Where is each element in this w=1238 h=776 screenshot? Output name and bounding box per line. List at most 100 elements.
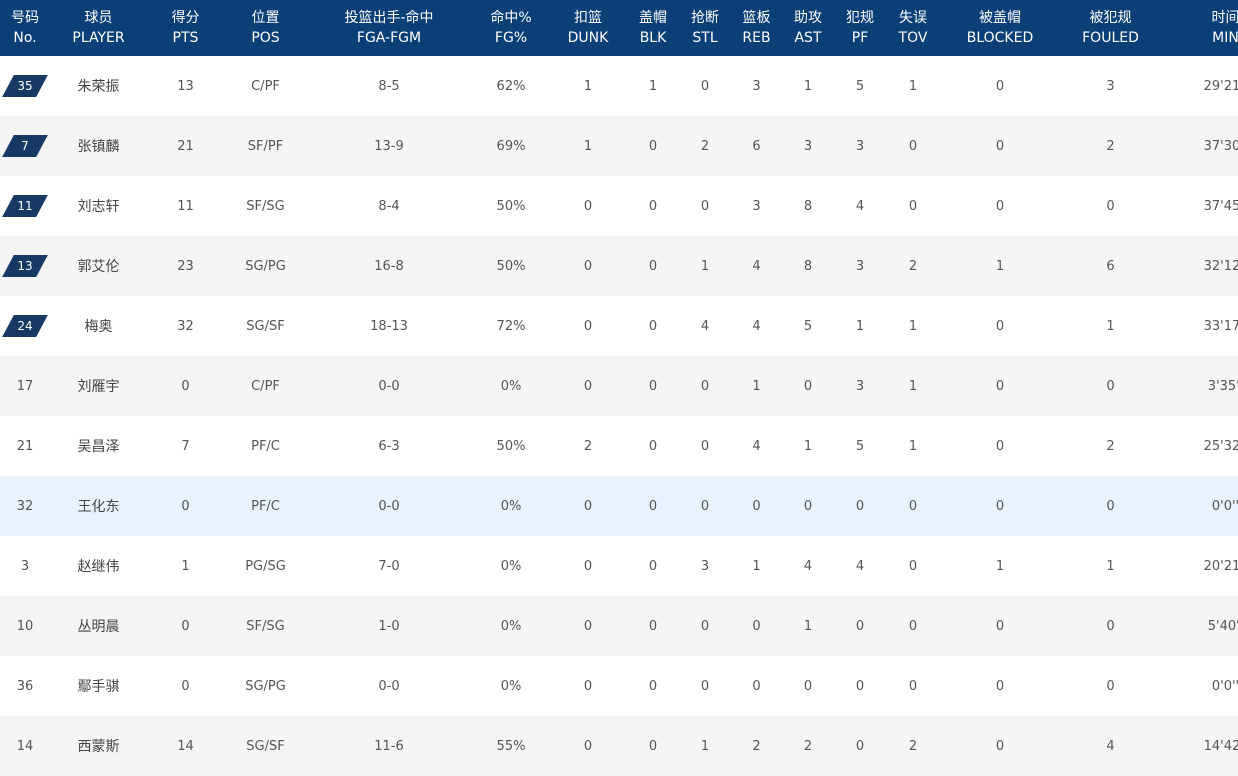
column-header-en: FGA-FGM <box>356 30 422 46</box>
jersey-number-cell: 7 <box>0 116 50 176</box>
player-row: 35 朱荣振 13 C/PF 8-5 62% 1 1 0 3 1 5 1 0 3 29'21'' <box>0 56 1238 116</box>
column-header-zh: 时间 <box>1211 10 1238 26</box>
rebounds-cell: 2 <box>752 738 761 754</box>
column-header-pos: 位置 POS <box>224 0 307 56</box>
position-cell: PG/SG <box>245 558 286 574</box>
position-cell: SF/SG <box>246 618 285 634</box>
minutes-cell: 0'0'' <box>1211 678 1238 694</box>
position-cell: C/PF <box>251 78 280 94</box>
column-header-en: PTS <box>172 30 199 46</box>
minutes-cell: 37'30'' <box>1203 138 1238 154</box>
dunks-cell: 1 <box>583 138 593 154</box>
steals-cell: 0 <box>700 678 710 694</box>
column-header-zh: 命中% <box>490 10 532 26</box>
position-cell: SG/PG <box>245 678 286 694</box>
column-header-en: PLAYER <box>72 30 125 46</box>
blocked-cell: 0 <box>995 738 1005 754</box>
dunks-cell: 0 <box>583 678 593 694</box>
fg-percent-cell: 0% <box>500 558 522 574</box>
fg-percent-cell: 50% <box>496 258 526 274</box>
dunks-cell: 0 <box>583 558 593 574</box>
fouls-cell: 5 <box>855 78 865 94</box>
jersey-number: 24 <box>17 319 33 333</box>
player-row: 13 郭艾伦 23 SG/PG 16-8 50% 0 0 1 4 8 3 2 1 6 32'12'' <box>0 236 1238 296</box>
fouled-cell: 3 <box>1106 78 1115 94</box>
fga-fgm-cell: 13-9 <box>374 138 404 154</box>
column-header-stl: 抢断 STL <box>681 0 729 56</box>
column-header-en: FG% <box>494 30 528 46</box>
blocks-cell: 0 <box>648 438 658 454</box>
column-header-zh: 被盖帽 <box>979 10 1021 26</box>
jersey-number: 11 <box>17 199 33 213</box>
rebounds-cell: 4 <box>752 438 761 454</box>
position-cell: PF/C <box>251 498 280 514</box>
blocks-cell: 1 <box>648 78 658 94</box>
turnovers-cell: 1 <box>908 438 918 454</box>
player-name-cell: 丛明晨 <box>77 619 120 635</box>
blocked-cell: 0 <box>995 318 1005 334</box>
points-cell: 11 <box>177 198 194 214</box>
position-cell: SG/SF <box>246 738 285 754</box>
fga-fgm-cell: 1-0 <box>378 618 400 634</box>
position-cell: C/PF <box>251 378 280 394</box>
column-header-zh: 抢断 <box>691 10 719 26</box>
player-row: 11 刘志轩 11 SF/SG 8-4 50% 0 0 0 3 8 4 0 0 0 37'45'' <box>0 176 1238 236</box>
player-name-cell: 刘志轩 <box>77 199 120 215</box>
dunks-cell: 0 <box>583 198 593 214</box>
minutes-cell: 0'0'' <box>1211 498 1238 514</box>
fga-fgm-cell: 8-5 <box>378 78 400 94</box>
column-header-fga-fgm: 投篮出手-命中 FGA-FGM <box>307 0 471 56</box>
blocks-cell: 0 <box>648 678 658 694</box>
player-row: 24 梅奥 32 SG/SF 18-13 72% 0 0 4 4 5 1 1 0 1 33'17'' <box>0 296 1238 356</box>
jersey-number-cell: 13 <box>0 236 50 296</box>
dunks-cell: 0 <box>583 258 593 274</box>
rebounds-cell: 4 <box>752 258 761 274</box>
points-cell: 32 <box>177 318 194 334</box>
blocks-cell: 0 <box>648 618 658 634</box>
dunks-cell: 0 <box>583 378 593 394</box>
turnovers-cell: 0 <box>908 678 918 694</box>
rebounds-cell: 3 <box>752 78 761 94</box>
fouled-cell: 1 <box>1106 318 1115 334</box>
fouled-cell: 2 <box>1106 438 1115 454</box>
points-cell: 0 <box>181 378 190 394</box>
column-header-en: AST <box>794 30 822 46</box>
fg-percent-cell: 0% <box>500 498 522 514</box>
fouls-cell: 4 <box>855 198 865 214</box>
assists-cell: 0 <box>803 678 813 694</box>
player-row: 3 赵继伟 1 PG/SG 7-0 0% 0 0 3 1 4 4 0 1 1 20'21'' <box>0 536 1238 596</box>
blocked-cell: 0 <box>995 438 1005 454</box>
jersey-number-cell: 24 <box>0 296 50 356</box>
player-row: 32 王化东 0 PF/C 0-0 0% 0 0 0 0 0 0 0 0 0 0'0'' <box>0 476 1238 536</box>
column-header-fg: 命中% FG% <box>471 0 551 56</box>
blocks-cell: 0 <box>648 498 658 514</box>
fg-percent-cell: 50% <box>496 438 526 454</box>
column-header-zh: 号码 <box>11 10 39 26</box>
points-cell: 13 <box>177 78 194 94</box>
fga-fgm-cell: 6-3 <box>378 438 400 454</box>
column-header-en: REB <box>742 30 771 46</box>
assists-cell: 8 <box>803 258 813 274</box>
player-name-cell: 梅奥 <box>84 319 113 335</box>
jersey-number-cell: 3 <box>20 558 30 574</box>
jersey-number: 13 <box>17 259 33 273</box>
minutes-cell: 29'21'' <box>1203 78 1238 94</box>
player-name-cell: 鄢手骐 <box>77 679 120 695</box>
steals-cell: 0 <box>700 78 710 94</box>
assists-cell: 0 <box>803 498 813 514</box>
blocks-cell: 0 <box>648 558 658 574</box>
rebounds-cell: 0 <box>752 618 761 634</box>
fga-fgm-cell: 18-13 <box>370 318 408 334</box>
blocks-cell: 0 <box>648 198 658 214</box>
blocks-cell: 0 <box>648 138 658 154</box>
points-cell: 7 <box>181 438 190 454</box>
column-header-blk: 盖帽 BLK <box>625 0 681 56</box>
column-header-zh: 被犯规 <box>1089 10 1132 26</box>
position-cell: PF/C <box>251 438 280 454</box>
blocked-cell: 1 <box>995 558 1005 574</box>
position-cell: SG/PG <box>245 258 286 274</box>
assists-cell: 2 <box>803 738 813 754</box>
column-header-reb: 篮板 REB <box>729 0 784 56</box>
minutes-cell: 32'12'' <box>1203 258 1238 274</box>
player-name-cell: 郭艾伦 <box>77 259 120 275</box>
